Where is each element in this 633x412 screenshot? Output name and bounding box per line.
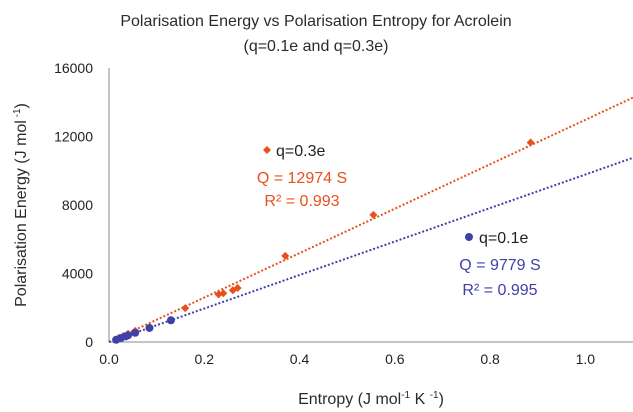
annotation-q01: q=0.1e Q = 9779 S R² = 0.995: [459, 230, 540, 299]
data-point-q=0.1e: [124, 331, 133, 340]
data-point-q=0.3e: [526, 138, 535, 147]
trendlines: [108, 96, 633, 343]
x-tick-label: 1.0: [576, 351, 596, 367]
r-squared-q03: R² = 0.993: [264, 193, 339, 210]
legend-label-q03: q=0.3e: [276, 143, 325, 160]
x-tick-label: 0.4: [290, 351, 310, 367]
data-point-q=0.1e: [131, 328, 140, 337]
chart-title-line-1: Polarisation Energy vs Polarisation Entr…: [120, 13, 511, 30]
legend-label-q01: q=0.1e: [479, 230, 528, 247]
r-squared-q01: R² = 0.995: [462, 282, 537, 299]
y-tick-label: 16000: [54, 60, 93, 76]
data-point-q=0.3e: [219, 289, 228, 298]
tick-labels: 0.0 0.2 0.4 0.6 0.8 1.0 0 4000 8000 12000 16000: [54, 60, 595, 367]
y-tick-label: 8000: [62, 197, 93, 213]
y-tick-label: 12000: [54, 129, 93, 145]
data-point-q=0.1e: [166, 316, 175, 325]
chart-title-line-2: (q=0.1e and q=0.3e): [243, 38, 388, 55]
trendline-q=0.3e: [108, 96, 633, 343]
data-point-q=0.1e: [145, 323, 154, 332]
data-point-q=0.3e: [181, 304, 190, 313]
x-tick-label: 0.2: [195, 351, 215, 367]
annotation-q03: q=0.3e Q = 12974 S R² = 0.993: [257, 143, 347, 210]
legend-marker-q01: [465, 233, 473, 241]
y-axis-label: Polarisation Energy (J mol -1): [12, 103, 30, 307]
fit-equation-q01: Q = 9779 S: [459, 257, 540, 274]
x-tick-label: 0.8: [480, 351, 500, 367]
fit-equation-q03: Q = 12974 S: [257, 170, 347, 187]
y-tick-label: 0: [85, 334, 93, 350]
trendline-q=0.1e: [108, 156, 633, 343]
x-tick-label: 0.0: [99, 351, 119, 367]
legend-marker-q03: [263, 146, 271, 154]
data-point-q=0.3e: [369, 210, 378, 219]
data-point-q=0.3e: [281, 251, 290, 260]
y-tick-label: 4000: [62, 266, 93, 282]
data-point-q=0.3e: [233, 284, 242, 293]
plot-axes: [108, 68, 633, 343]
x-axis-label: Entropy (J mol-1 K -1): [298, 390, 444, 408]
data-points: [112, 138, 535, 344]
x-tick-label: 0.6: [385, 351, 405, 367]
